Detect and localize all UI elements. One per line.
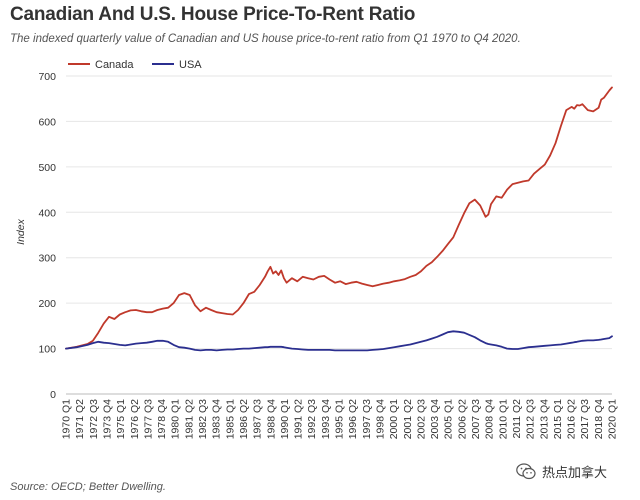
x-tick-label: 1992 Q3	[306, 399, 318, 439]
series-line-usa	[65, 330, 613, 352]
y-tick-label: 100	[38, 344, 56, 356]
x-axis: 1970 Q1 1971 Q2 1972 Q3 1973 Q4 1975 Q1 1976 …	[61, 393, 619, 439]
x-tick-label: 1973 Q4	[101, 399, 113, 439]
x-tick-label: 1972 Q3	[88, 399, 100, 439]
y-tick-label: 700	[38, 71, 56, 83]
x-tick-label: 1976 Q2	[129, 399, 141, 439]
x-tick-label: 1991 Q2	[293, 399, 305, 439]
x-tick-label: 1978 Q4	[156, 399, 168, 439]
watermark: 热点加拿大	[516, 462, 607, 481]
chart-subtitle: The indexed quarterly value of Canadian …	[10, 33, 521, 45]
x-tick-label: 2011 Q2	[511, 399, 523, 439]
x-tick-label: 2003 Q4	[429, 399, 441, 439]
x-tick-label: 2016 Q2	[566, 399, 578, 439]
y-tick-label: 400	[38, 207, 56, 219]
y-tick-label: 600	[38, 116, 56, 128]
y-tick-label: 200	[38, 298, 56, 310]
x-tick-label: 2006 Q2	[456, 399, 468, 439]
x-tick-label: 1986 Q2	[238, 399, 250, 439]
x-tick-label: 2013 Q4	[538, 399, 550, 439]
y-axis-label: Index	[15, 218, 27, 244]
x-tick-label: 2005 Q1	[443, 399, 455, 439]
legend-label-usa: USA	[179, 59, 202, 71]
watermark-text: 热点加拿大	[542, 465, 608, 480]
x-tick-label: 1981 Q2	[183, 399, 195, 439]
legend-label-canada: Canada	[95, 59, 134, 71]
y-tick-label: 300	[38, 253, 56, 265]
chart-title: Canadian And U.S. House Price-To-Rent Ra…	[10, 4, 416, 25]
x-tick-label: 2002 Q3	[415, 399, 427, 439]
x-tick-label: 1995 Q1	[334, 399, 346, 439]
x-tick-label: 2007 Q3	[470, 399, 482, 439]
x-tick-label: 1996 Q2	[347, 399, 359, 439]
series-line-canada	[65, 86, 613, 350]
y-axis: 0 100 200 300 400 500 600 700	[38, 71, 56, 401]
x-tick-label: 2020 Q1	[607, 399, 619, 439]
x-tick-label: 1987 Q3	[252, 399, 264, 439]
x-tick-label: 1988 Q4	[265, 399, 277, 439]
series-lines	[65, 86, 613, 352]
y-tick-label: 500	[38, 162, 56, 174]
x-tick-label: 1970 Q1	[61, 399, 73, 439]
x-tick-label: 1998 Q4	[374, 399, 386, 439]
x-tick-label: 1977 Q3	[142, 399, 154, 439]
x-tick-label: 2000 Q1	[388, 399, 400, 439]
x-tick-label: 1975 Q1	[115, 399, 127, 439]
x-tick-label: 2001 Q2	[402, 399, 414, 439]
x-tick-label: 2010 Q1	[497, 399, 509, 439]
x-tick-label: 1993 Q4	[320, 399, 332, 439]
x-tick-label: 2012 Q3	[525, 399, 537, 439]
x-tick-label: 2015 Q1	[552, 399, 564, 439]
x-tick-label: 1990 Q1	[279, 399, 291, 439]
x-tick-label: 1980 Q1	[170, 399, 182, 439]
x-tick-label: 1982 Q3	[197, 399, 209, 439]
x-tick-label: 1971 Q2	[74, 399, 86, 439]
x-tick-label: 2017 Q3	[579, 399, 591, 439]
x-tick-label: 1983 Q4	[211, 399, 223, 439]
wechat-icon	[516, 463, 536, 480]
source-note: Source: OECD; Better Dwelling.	[10, 481, 166, 493]
x-tick-label: 1997 Q3	[361, 399, 373, 439]
x-tick-label: 2008 Q4	[484, 399, 496, 439]
x-tick-label: 1985 Q1	[224, 399, 236, 439]
y-tick-label: 0	[50, 389, 56, 401]
x-tick-label: 2018 Q4	[593, 399, 605, 439]
legend: Canada USA	[68, 59, 202, 71]
